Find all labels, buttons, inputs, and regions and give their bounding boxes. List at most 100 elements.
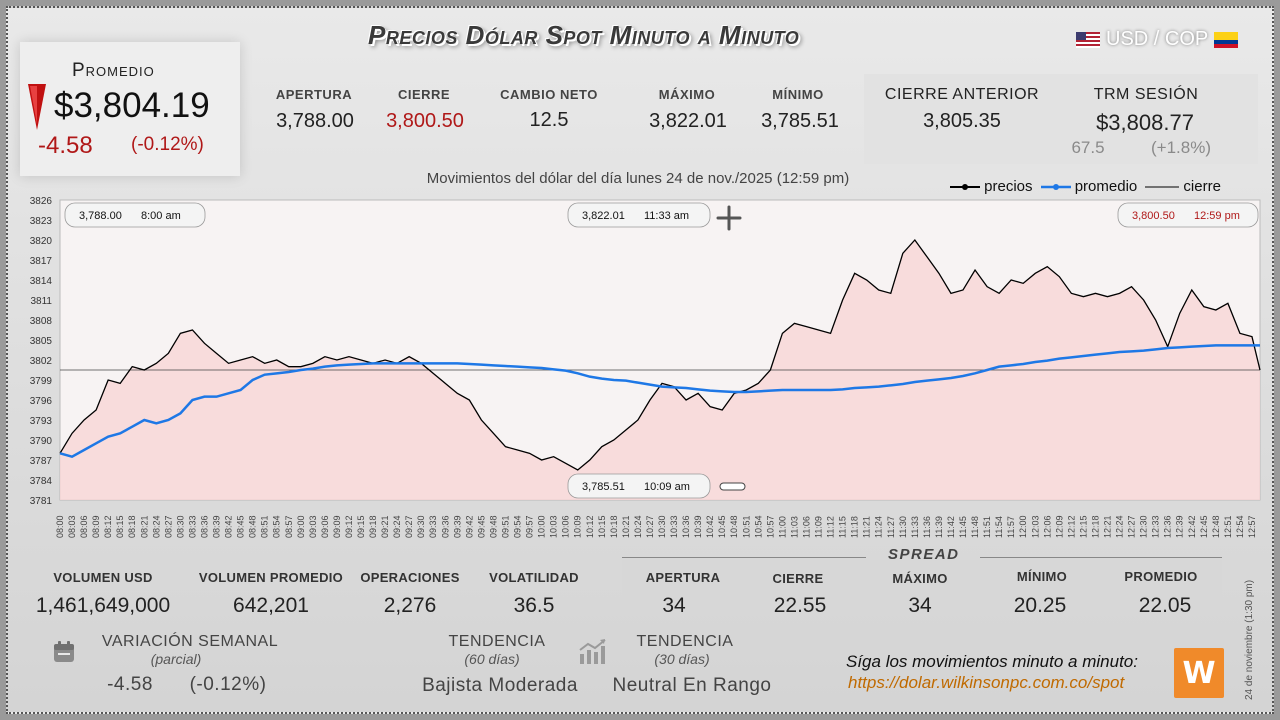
x-tick-label: 08:57 [284, 515, 294, 538]
x-tick-label: 08:03 [67, 515, 77, 538]
x-tick-label: 11:39 [934, 516, 944, 538]
x-tick-label: 11:06 [801, 516, 811, 538]
chart-caption: Movimientos del dólar del día lunes 24 d… [426, 170, 850, 187]
trm-delta: 67.5 [1071, 138, 1105, 157]
annotation-box [64, 202, 206, 228]
annotation-time: 10:09 am [644, 481, 690, 493]
tendencia60-label: TENDENCIA [448, 633, 546, 650]
cambio-neto-value: 12.5 [529, 109, 569, 131]
spread-apertura-header: APERTURA [645, 570, 721, 585]
x-tick-label: 09:18 [368, 515, 378, 538]
promedio-box: Promedio $3,804.19 -4.58 (-0.12%) [20, 42, 240, 176]
legend-promedio-swatch [1040, 184, 1071, 191]
tendencia30-label: TENDENCIA [636, 633, 734, 650]
series-precios-line [59, 238, 1261, 471]
x-tick-label: 12:48 [1211, 515, 1221, 538]
tendencia30-sub: (30 días) [654, 651, 710, 667]
price-chart: 3826 3823 3820 3817 3814 3811 3808 3805 3802 3799… [30, 196, 1261, 538]
variacion-delta: -4.58 [107, 674, 153, 695]
chart-legend: precios promedio cierre [950, 178, 1221, 195]
x-tick-label: 12:27 [1127, 515, 1137, 538]
annotation-value: 3,800.50 [1132, 210, 1175, 222]
x-tick-label: 10:21 [621, 515, 631, 538]
x-tick-label: 09:57 [525, 515, 535, 538]
promedio-label: Promedio [72, 60, 155, 81]
x-tick-label: 08:27 [163, 515, 173, 538]
tendencia60-sub: (60 días) [464, 651, 520, 667]
annotation-value: 3,788.00 [79, 210, 122, 222]
annotation-value: 3,785.51 [582, 481, 625, 493]
x-tick-label: 12:30 [1139, 515, 1149, 538]
x-tick-label: 11:12 [826, 516, 836, 538]
spread-cierre-header: CIERRE [772, 571, 824, 586]
x-tick-label: 11:27 [886, 516, 896, 538]
cierre-value: 3,800.50 [386, 110, 464, 132]
x-tick-label: 09:54 [513, 515, 523, 538]
variacion-sub: (parcial) [150, 651, 202, 667]
y-tick-label: 3781 [30, 496, 53, 507]
annotation-box [567, 473, 711, 499]
x-tick-label: 09:15 [356, 515, 366, 538]
x-tick-label: 12:33 [1151, 515, 1161, 538]
volumen-promedio-value: 642,201 [233, 594, 309, 617]
x-tick-label: 10:18 [609, 515, 619, 538]
x-tick-label: 11:18 [850, 516, 860, 538]
crosshair-icon [716, 205, 742, 231]
y-tick-label: 3826 [30, 196, 53, 207]
x-tick-label: 10:03 [549, 515, 559, 538]
y-tick-label: 3799 [30, 376, 53, 387]
price-area-fill [60, 240, 1260, 500]
side-date: 24 de noviembre (1:30 pm) [1244, 579, 1255, 700]
x-tick-label: 11:03 [789, 516, 799, 538]
x-tick-label: 12:51 [1223, 515, 1233, 538]
annotation-box [567, 202, 711, 228]
x-tick-label: 10:12 [585, 515, 595, 538]
spot-link[interactable]: https://dolar.wilkinsonpc.com.co/spot [848, 673, 1125, 692]
x-tick-label: 09:51 [500, 515, 510, 538]
y-tick-label: 3787 [30, 456, 53, 467]
legend-cierre-swatch [1145, 186, 1180, 188]
x-tick-label: 09:24 [392, 515, 402, 538]
x-tick-label: 12:45 [1199, 515, 1209, 538]
x-tick-label: 08:48 [248, 515, 258, 538]
x-tick-label: 11:15 [838, 516, 848, 538]
variacion-pct: (-0.12%) [189, 674, 267, 695]
cierre-anterior-header: CIERRE ANTERIOR [884, 86, 1040, 103]
x-tick-label: 11:36 [922, 516, 932, 538]
page-title: Precios Dólar Spot Minuto a Minuto [368, 20, 800, 50]
x-tick-label: 08:06 [79, 515, 89, 538]
x-tick-label: 12:06 [1042, 515, 1052, 538]
x-tick-label: 09:30 [416, 515, 426, 538]
x-tick-label: 12:15 [1078, 515, 1088, 538]
scroll-handle [719, 482, 746, 491]
x-tick-label: 08:00 [55, 515, 65, 538]
spread-divider-left [622, 557, 866, 558]
spread-minimo-value: 20.25 [1013, 594, 1067, 617]
wilkinson-logo-icon[interactable]: W [1174, 648, 1224, 698]
volumen-usd-value: 1,461,649,000 [35, 594, 171, 617]
x-tick-label: 09:21 [380, 515, 390, 538]
legend-precios: precios [950, 178, 1033, 195]
y-tick-label: 3802 [30, 356, 53, 367]
x-tick-label: 12:36 [1163, 515, 1173, 538]
x-tick-label: 09:39 [452, 515, 462, 538]
y-tick-label: 3820 [30, 236, 53, 247]
follow-text: Síga los movimientos minuto a minuto: [846, 652, 1138, 671]
x-tick-label: 08:30 [175, 515, 185, 538]
spread-promedio-value: 22.05 [1138, 594, 1192, 617]
x-tick-label: 09:12 [344, 515, 354, 538]
y-tick-label: 3790 [30, 436, 53, 447]
annotation-time: 12:59 pm [1194, 210, 1240, 222]
trm-pct: (+1.8%) [1151, 138, 1211, 157]
x-tick-label: 11:00 [777, 516, 787, 538]
y-tick-label: 3814 [30, 276, 53, 287]
x-tick-label: 08:33 [187, 515, 197, 538]
x-tick-label: 10:30 [657, 515, 667, 538]
x-tick-label: 12:21 [1102, 515, 1112, 538]
spread-maximo-header: MÁXIMO [892, 571, 948, 586]
minimo-header: MÍNIMO [772, 87, 824, 102]
y-tick-label: 3817 [30, 256, 53, 267]
x-tick-label: 12:42 [1187, 515, 1197, 538]
x-tick-label: 12:57 [1247, 515, 1257, 538]
y-tick-label: 3811 [30, 296, 52, 307]
